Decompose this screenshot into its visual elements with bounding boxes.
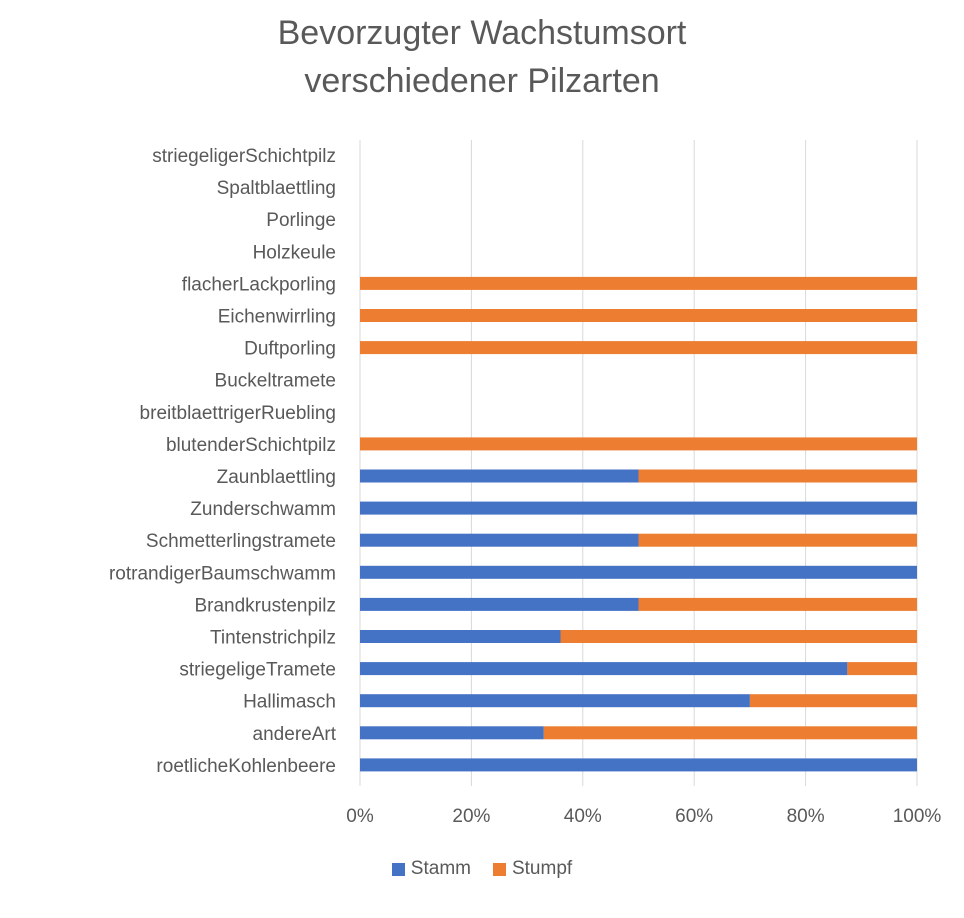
bar-stumpf-4 [360,276,917,290]
legend-swatch-stamm [391,862,405,876]
bar-stamm-14 [360,597,639,611]
x-tick-label-4: 80% [787,806,825,827]
legend-item-stumpf: Stumpf [492,858,573,880]
y-tick-label-17: Hallimasch [243,692,336,713]
y-tick-label-9: blutenderSchichtpilz [166,435,336,456]
x-tick-label-5: 100% [893,806,942,827]
y-tick-label-18: andereArt [253,724,337,745]
y-tick-label-8: breitblaettrigerRuebling [140,403,336,424]
y-tick-label-13: rotrandigerBaumschwamm [109,563,336,584]
legend-label-stumpf: Stumpf [511,858,573,879]
x-tick-label-2: 40% [564,806,602,827]
bar-stumpf-9 [360,437,917,451]
bar-stumpf-16 [847,662,917,676]
y-tick-label-1: Spaltblaettling [217,178,336,199]
bar-stamm-12 [360,533,639,547]
legend-label-stamm: Stamm [410,858,471,879]
y-tick-label-4: flacherLackporling [182,274,336,295]
chart-title-line-1: Bevorzugter Wachstumsort [277,14,687,52]
bar-stumpf-18 [543,726,917,740]
bar-stumpf-12 [638,533,917,547]
legend: Stamm Stumpf [0,858,964,880]
x-tick-label-0: 0% [346,806,374,827]
y-tick-label-5: Eichenwirrling [218,307,336,328]
legend-swatch-stumpf [492,862,506,876]
bar-stumpf-15 [560,630,917,643]
bar-stumpf-5 [360,309,917,322]
y-tick-label-6: Duftporling [244,339,336,360]
bar-stamm-13 [360,565,917,579]
y-tick-label-11: Zunderschwamm [190,499,336,520]
y-tick-label-3: Holzkeule [253,242,336,263]
bar-stumpf-6 [360,341,917,355]
bar-stamm-17 [360,694,750,708]
bar-stumpf-17 [749,694,917,708]
y-tick-label-16: striegeligeTramete [179,660,336,681]
y-tick-label-15: Tintenstrichpilz [210,628,336,649]
legend-item-stamm: Stamm [391,858,471,880]
bar-stamm-15 [360,630,561,643]
y-tick-label-19: roetlicheKohlenbeere [156,756,336,777]
bar-stumpf-14 [638,597,917,611]
y-tick-label-7: Buckeltramete [215,371,336,392]
bar-stumpf-10 [638,469,917,483]
y-tick-label-10: Zaunblaettling [217,467,336,488]
bar-stamm-16 [360,662,848,676]
bar-stamm-18 [360,726,544,740]
x-tick-label-3: 60% [675,806,713,827]
x-tick-label-1: 20% [452,806,490,827]
y-tick-label-0: striegeligerSchichtpilz [152,146,336,167]
y-tick-label-14: Brandkrustenpilz [194,595,336,616]
bar-stamm-11 [360,501,917,515]
y-tick-label-2: Porlinge [266,210,336,231]
bar-stamm-19 [360,758,917,772]
chart-title-line-2: verschiedener Pilzarten [304,62,660,100]
y-tick-label-12: Schmetterlingstramete [146,531,336,552]
bar-stamm-10 [360,469,639,483]
